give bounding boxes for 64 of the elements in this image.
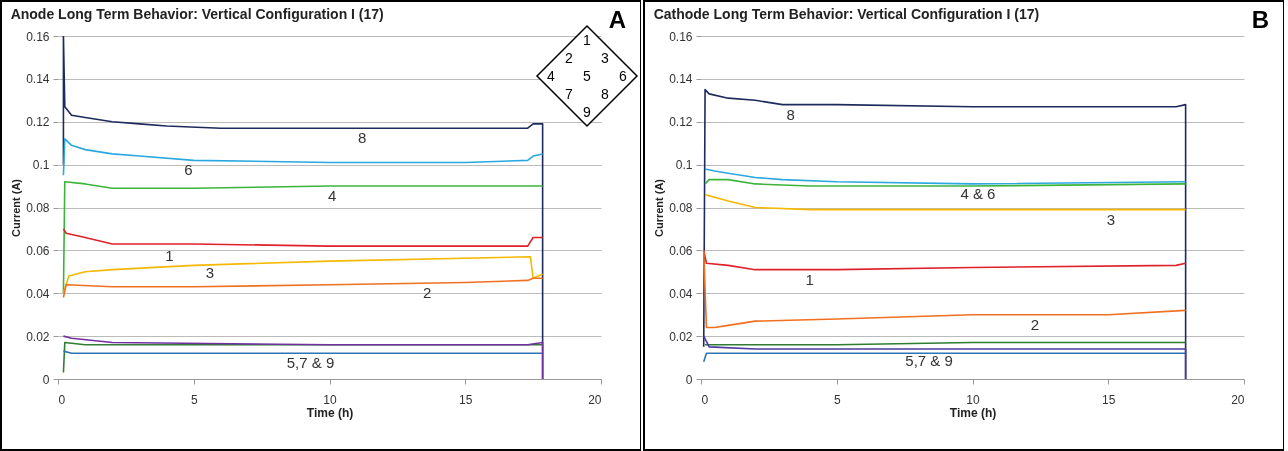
x-tick-label: 15 [459,392,473,407]
annotation: 9 [583,104,592,120]
x-axis-title: Time (h) [306,405,354,420]
annotation: 2 [565,50,574,66]
y-tick-label: 0.14 [26,72,50,87]
line-series [62,228,544,247]
annotation: 7 [565,86,574,102]
y-tick-label: 0.06 [26,243,50,258]
x-tick-label: 10 [323,392,337,407]
y-tick-label: 0.12 [26,115,50,130]
annotation: 1 [805,270,814,288]
y-tick-label: 0.12 [669,115,693,130]
annotation: 1 [583,32,592,48]
annotation: 1 [165,247,174,265]
annotation: 3 [1106,210,1116,228]
chart-title: Cathode Long Term Behavior: Vertical Configuration I (17) [653,6,1040,22]
annotation: 4 & 6 [960,184,996,202]
annotation: 8 [601,86,610,102]
annotation: 8 [357,129,367,147]
y-tick-label: 0.14 [669,72,693,87]
x-axis-title: Time (h) [949,405,997,420]
annotation: 6 [184,161,193,179]
annotation: 4 [328,187,337,205]
x-tick-label: 5 [833,392,841,407]
line-series [702,335,1187,379]
annotation: 8 [786,105,795,123]
x-tick-label: 0 [701,392,709,407]
y-tick-label: 0.16 [26,29,50,44]
y-tick-label: 0.08 [26,201,50,215]
y-tick-label: 0.08 [669,201,693,215]
line-series [704,168,1187,185]
y-tick-label: 0.02 [26,329,50,344]
annotation: 5 [583,68,592,84]
y-axis-title: Current (A) [10,178,23,238]
text: A [608,6,626,34]
y-tick-label: 0.1 [32,158,50,173]
annotation: 3 [205,264,215,282]
line-series [702,249,1187,329]
y-tick-label: 0 [685,372,693,387]
y-tick-label: 0.04 [669,286,693,301]
x-tick-label: 20 [588,392,602,407]
x-tick-label: 20 [1231,392,1245,407]
y-tick-label: 0.02 [669,329,693,344]
y-tick-label: 0.06 [669,243,693,258]
x-tick-label: 15 [1102,392,1116,407]
x-tick-label: 5 [190,392,198,407]
y-axis-title: Current (A) [653,178,666,238]
annotation: 2 [423,283,432,301]
annotation: 2 [1030,315,1040,333]
y-tick-label: 0.04 [26,286,50,301]
chart-title: Anode Long Term Behavior: Vertical Configuration I (17) [10,6,384,22]
x-tick-label: 10 [966,392,980,407]
line-series [62,277,544,299]
x-tick-label: 0 [58,392,66,407]
text: B [1251,6,1269,34]
annotation: 5,7 & 9 [286,354,335,372]
y-tick-label: 0 [42,372,50,387]
annotation: 3 [601,50,610,66]
annotation: 4 [547,68,556,84]
y-tick-label: 0.1 [675,158,693,173]
line-series [62,335,544,379]
annotation: 5,7 & 9 [905,352,953,370]
y-tick-label: 0.16 [669,29,693,44]
text: 6 [619,68,627,84]
